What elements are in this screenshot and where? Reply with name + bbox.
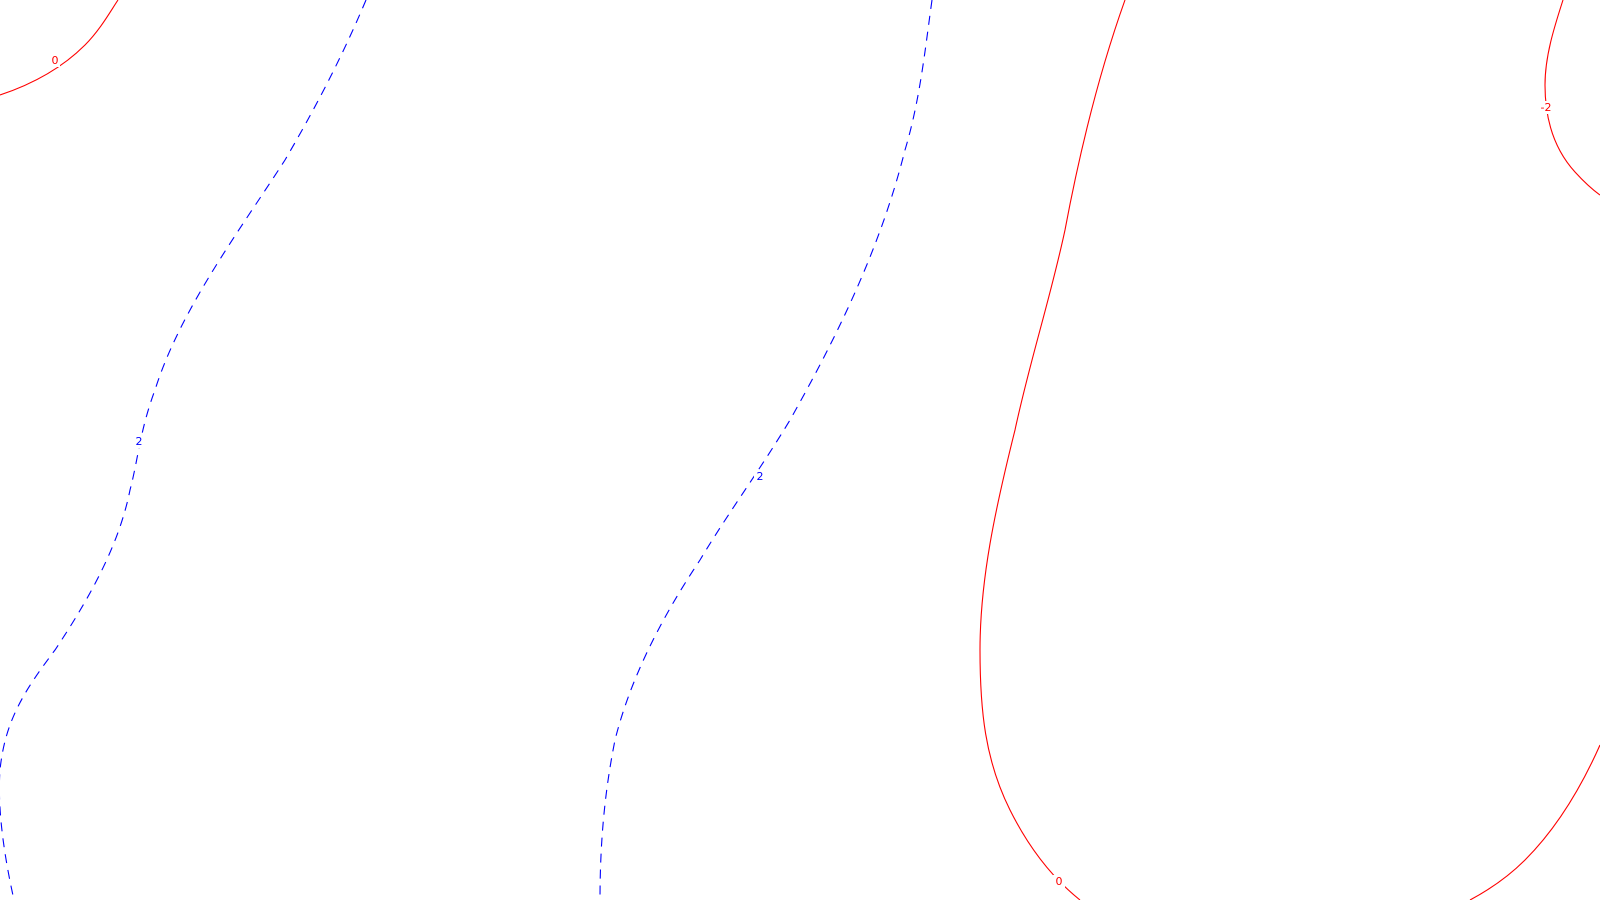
- label-knockout: [133, 435, 145, 448]
- label-knockout: [1538, 101, 1554, 114]
- contour-line-pos-left: [0, 0, 367, 900]
- contour-label-zero-right: 0: [1056, 875, 1063, 888]
- label-knockout: [48, 54, 60, 67]
- contour-label-pos-left: 2: [136, 435, 143, 448]
- label-knockout: [1053, 875, 1065, 888]
- contour-label-pos-middle: 2: [757, 470, 764, 483]
- contour-line-zero-top-left: [0, 0, 119, 96]
- contour-line-neg-top-right: [1544, 0, 1600, 196]
- contour-label-neg-top-right: -2: [1541, 101, 1552, 114]
- contour-label-zero-top-left: 0: [52, 54, 59, 67]
- label-knockout: [754, 470, 766, 483]
- contour-line-zero-bottom-right: [1469, 744, 1600, 900]
- contour-line-zero-right: [979, 0, 1126, 900]
- contour-line-pos-middle: [599, 0, 933, 900]
